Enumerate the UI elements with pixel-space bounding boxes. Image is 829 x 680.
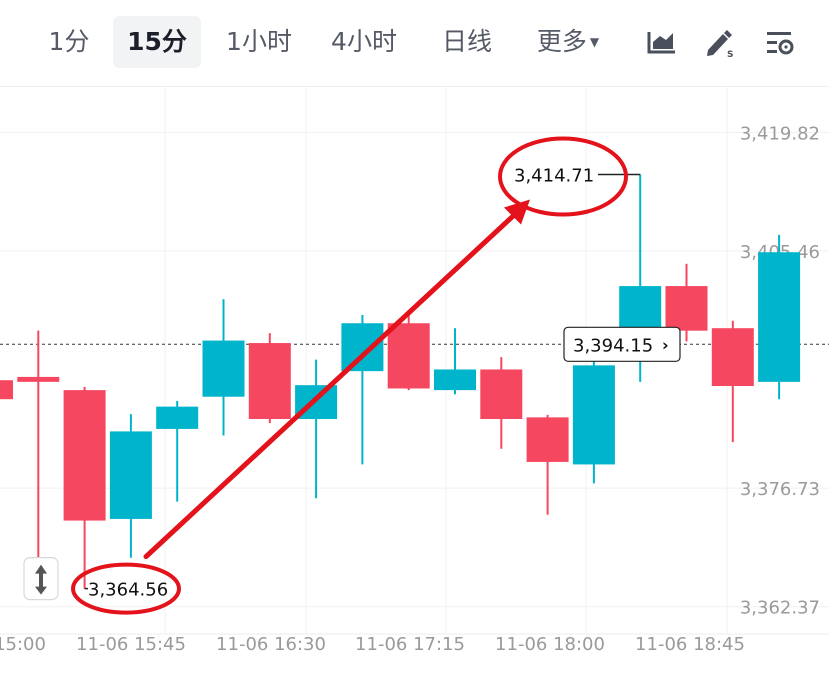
candle — [109, 414, 152, 558]
time-axis: 15:00 11-06 15:45 11-06 16:30 11-06 17:15 11… — [0, 634, 745, 655]
trend-arrow-line — [143, 208, 522, 560]
y-tick-label: 3,419.82 — [740, 123, 820, 144]
candle — [387, 310, 430, 391]
candle-body — [711, 328, 754, 386]
tab-daily[interactable]: 日线 — [441, 27, 492, 56]
candle — [202, 299, 245, 436]
tab-4hour[interactable]: 4小时 — [331, 27, 397, 56]
candle-body — [0, 380, 13, 400]
tab-1min[interactable]: 1分 — [48, 27, 90, 56]
candle — [434, 328, 476, 395]
tab-15min[interactable]: 15分 — [113, 16, 201, 68]
current-price-tag[interactable]: 3,394.15 › — [563, 326, 681, 362]
candle-body — [202, 340, 245, 397]
current-price-label: 3,394.15 — [573, 335, 653, 356]
x-tick-label: 11-06 18:00 — [495, 634, 605, 655]
x-tick-label: 11-06 18:45 — [635, 634, 745, 655]
toolbar: 1分 15分 1小时 4小时 日线 更多 ▼ S — [0, 0, 829, 87]
candles — [0, 174, 801, 589]
candle — [572, 345, 615, 484]
candle — [63, 386, 106, 589]
candle-body — [434, 369, 476, 391]
candle-body — [387, 323, 430, 389]
candle — [248, 333, 291, 424]
candle — [17, 330, 60, 560]
low-marker-label: 3,364.56 — [88, 580, 168, 601]
current-price-box — [563, 326, 681, 362]
x-tick-label: 11-06 17:15 — [355, 634, 465, 655]
candle — [156, 400, 199, 502]
candle — [480, 357, 523, 449]
caret-down-icon: ▼ — [589, 35, 600, 49]
candle-body — [156, 406, 199, 429]
arrowhead-icon — [504, 199, 530, 225]
candle-body — [480, 369, 523, 420]
candle — [341, 314, 384, 465]
x-tick-label: 11-06 15:45 — [76, 634, 186, 655]
candle-body — [109, 431, 152, 519]
tab-1hour[interactable]: 1小时 — [226, 27, 292, 56]
candle-body — [526, 417, 569, 462]
highlight-ellipse — [498, 136, 628, 217]
y-tick-label: 3,362.37 — [740, 598, 820, 619]
candle — [758, 234, 801, 400]
y-tick-label: 3,376.73 — [740, 479, 820, 500]
candle-body — [758, 252, 801, 382]
high-marker-label: 3,414.71 — [514, 166, 594, 187]
more-dropdown[interactable]: 更多 ▼ — [526, 16, 610, 68]
price-markers: 3,414.71 3,364.56 — [84, 166, 641, 601]
candle-body — [248, 343, 291, 420]
drawing-pen-icon[interactable]: S — [702, 24, 736, 60]
candle-body — [63, 390, 106, 521]
more-label: 更多 — [536, 27, 587, 56]
indicator-settings-icon[interactable] — [763, 24, 797, 60]
candlestick-chart: 3,419.823,405.463,376.733,362.37 15:0011… — [0, 86, 829, 655]
candle — [0, 380, 13, 400]
candle — [295, 359, 338, 499]
annotation-layer — [71, 136, 628, 615]
candle — [711, 320, 754, 443]
highlight-ellipse — [71, 562, 181, 615]
candle-body — [17, 376, 60, 382]
x-tick-label: 15:00 — [0, 634, 46, 655]
resize-arrows-icon — [35, 564, 47, 595]
chevron-right-icon: › — [662, 335, 669, 354]
candle-body — [665, 286, 708, 331]
x-tick-label: 11-06 16:30 — [216, 634, 326, 655]
candle-body — [572, 365, 615, 465]
candle — [665, 263, 708, 342]
chart-type-icon[interactable] — [645, 24, 679, 60]
candle-body — [341, 323, 384, 372]
scale-toggle[interactable] — [23, 557, 59, 601]
candle — [526, 414, 569, 515]
svg-text:S: S — [727, 50, 733, 60]
